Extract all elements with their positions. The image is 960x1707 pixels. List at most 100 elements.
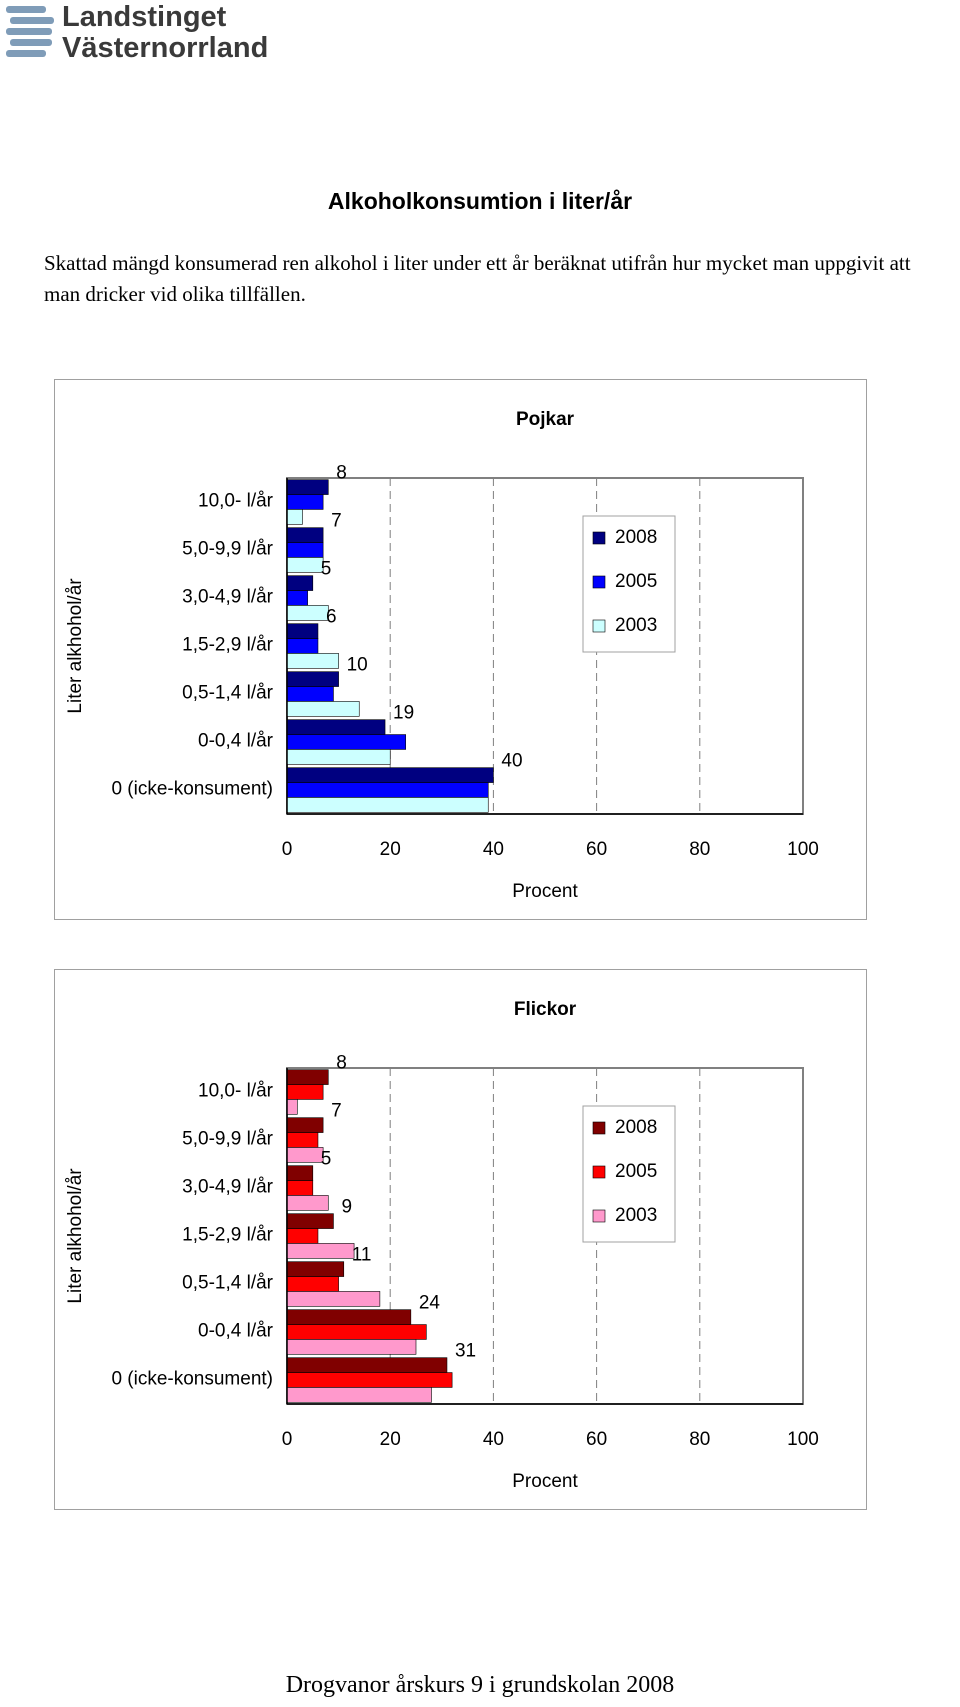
bar xyxy=(286,1069,329,1085)
x-tick-label: 20 xyxy=(380,1429,401,1450)
legend-swatch xyxy=(592,1209,606,1223)
x-axis-label: Procent xyxy=(512,1471,578,1492)
y-tick-label: 0,5-1,4 l/år xyxy=(182,682,273,703)
bar xyxy=(286,1324,427,1340)
bar xyxy=(286,1195,329,1211)
data-label: 7 xyxy=(331,1101,342,1122)
bar xyxy=(286,527,324,543)
y-tick-label: 5,0-9,9 l/år xyxy=(182,1128,273,1149)
bar xyxy=(286,767,494,783)
bar xyxy=(286,509,303,525)
x-axis-label: Procent xyxy=(512,881,578,902)
bar xyxy=(286,1213,334,1229)
bar xyxy=(286,1099,298,1115)
x-tick-label: 40 xyxy=(483,1429,504,1450)
x-tick-label: 80 xyxy=(689,839,710,860)
data-label: 31 xyxy=(455,1341,476,1362)
y-tick-label: 1,5-2,9 l/år xyxy=(182,1224,273,1245)
bar xyxy=(286,1261,345,1277)
paragraph: Skattad mängd konsumerad ren alkohol i l… xyxy=(44,251,911,306)
bar xyxy=(286,1180,314,1196)
bar xyxy=(286,701,360,717)
data-label: 5 xyxy=(321,559,332,580)
chart-title: Flickor xyxy=(514,999,577,1020)
bar xyxy=(286,638,319,654)
logo-line: Västernorrland xyxy=(62,32,269,64)
bar xyxy=(286,1291,381,1307)
y-tick-label: 10,0- l/år xyxy=(198,1080,274,1101)
y-tick-label: 3,0-4,9 l/år xyxy=(182,1176,273,1197)
x-tick-label: 80 xyxy=(689,1429,710,1450)
legend-swatch xyxy=(592,575,606,589)
bar xyxy=(286,623,319,639)
y-tick-label: 0 (icke-konsument) xyxy=(111,778,273,799)
legend-swatch xyxy=(592,1121,606,1135)
legend-label: 2003 xyxy=(615,615,657,636)
y-tick-label: 0-0,4 l/år xyxy=(198,1320,274,1341)
bar xyxy=(286,590,308,606)
bar xyxy=(286,494,324,510)
y-tick-label: 10,0- l/år xyxy=(198,490,274,511)
bar xyxy=(286,1228,319,1244)
bar xyxy=(286,1132,319,1148)
bar xyxy=(286,1243,355,1259)
y-tick-label: 3,0-4,9 l/år xyxy=(182,586,273,607)
logo-text: Landstinget Västernorrland xyxy=(62,2,268,64)
y-tick-label: 0,5-1,4 l/år xyxy=(182,1272,273,1293)
bar xyxy=(286,1084,324,1100)
data-label: 8 xyxy=(336,1053,347,1074)
bar xyxy=(286,1117,324,1133)
logo-icon xyxy=(6,6,54,57)
bar xyxy=(286,1372,453,1388)
data-label: 19 xyxy=(393,703,414,724)
legend-label: 2003 xyxy=(615,1205,657,1226)
x-tick-label: 20 xyxy=(380,839,401,860)
y-tick-label: 1,5-2,9 l/år xyxy=(182,634,273,655)
legend-label: 2008 xyxy=(615,527,657,548)
y-tick-label: 0-0,4 l/år xyxy=(198,730,274,751)
bar xyxy=(286,653,339,669)
bar xyxy=(286,1309,412,1325)
bar xyxy=(286,749,391,765)
x-tick-label: 100 xyxy=(787,1429,819,1450)
bar xyxy=(286,542,324,558)
x-tick-label: 40 xyxy=(483,839,504,860)
bar xyxy=(286,671,339,687)
legend-swatch xyxy=(592,531,606,545)
y-tick-label: 0 (icke-konsument) xyxy=(111,1368,273,1389)
legend-swatch xyxy=(592,619,606,633)
legend-label: 2008 xyxy=(615,1117,657,1138)
legend-swatch xyxy=(592,1165,606,1179)
bar xyxy=(286,1165,314,1181)
data-label: 24 xyxy=(419,1293,441,1314)
bar xyxy=(286,1147,324,1163)
y-tick-label: 5,0-9,9 l/år xyxy=(182,538,273,559)
page-title: Alkoholkonsumtion i liter/år xyxy=(327,188,633,214)
bar xyxy=(286,557,324,573)
data-label: 8 xyxy=(336,463,347,484)
data-label: 7 xyxy=(331,511,342,532)
bar xyxy=(286,479,329,495)
bar xyxy=(286,782,489,798)
legend-label: 2005 xyxy=(615,571,657,592)
legend-label: 2005 xyxy=(615,1161,657,1182)
chart: Flickor 0 20 40 60 80 100 Procent Liter alkhohol… xyxy=(54,969,867,1510)
x-tick-label: 60 xyxy=(586,1429,607,1450)
y-axis-label: Liter alkhohol/år xyxy=(65,578,86,714)
data-label: 40 xyxy=(501,751,522,772)
data-label: 5 xyxy=(321,1149,332,1170)
bar xyxy=(286,797,489,813)
chart-title: Pojkar xyxy=(516,409,575,430)
data-label: 10 xyxy=(347,655,368,676)
bar xyxy=(286,605,329,621)
data-label: 9 xyxy=(341,1197,352,1218)
data-label: 11 xyxy=(352,1245,372,1266)
y-axis-label: Liter alkhohol/år xyxy=(65,1168,86,1304)
x-tick-label: 100 xyxy=(787,839,819,860)
bar xyxy=(286,1276,339,1292)
x-tick-label: 60 xyxy=(586,839,607,860)
bar xyxy=(286,686,334,702)
bar xyxy=(286,1339,417,1355)
bar xyxy=(286,719,386,735)
